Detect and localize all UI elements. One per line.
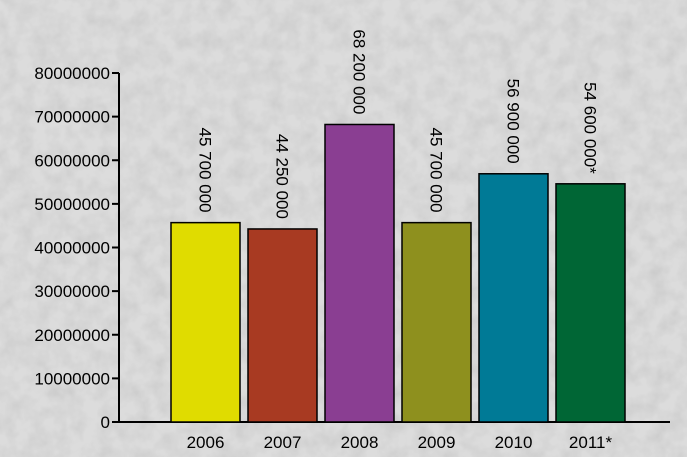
bar-2009 xyxy=(401,221,472,423)
value-label: 54 600 000* xyxy=(581,82,600,174)
bar-2008 xyxy=(324,123,395,423)
y-tick-labels-group: 0 10000000 20000000 30000000 40000000 5000000… xyxy=(34,64,110,432)
y-tick-label: 80000000 xyxy=(34,64,110,83)
x-tick-label: 2009 xyxy=(418,433,456,452)
x-tick-labels-group: 2006 2007 2008 2009 2010 2011* xyxy=(187,433,613,452)
bar-2011* xyxy=(555,183,626,423)
bars-group xyxy=(170,123,626,423)
value-labels-group: 45 700 000 44 250 000 68 200 000 45 700 000… xyxy=(196,29,600,219)
x-tick-label: 2006 xyxy=(187,433,225,452)
bar-2007 xyxy=(247,228,318,423)
x-tick-label: 2008 xyxy=(341,433,379,452)
y-tick-label: 20000000 xyxy=(34,326,110,345)
y-tick-label: 10000000 xyxy=(34,369,110,388)
y-tick-label: 60000000 xyxy=(34,151,110,170)
value-label: 45 700 000 xyxy=(427,128,446,213)
x-tick-label: 2010 xyxy=(495,433,533,452)
y-tick-label: 50000000 xyxy=(34,195,110,214)
value-label: 68 200 000 xyxy=(350,29,369,114)
y-tick-label: 30000000 xyxy=(34,282,110,301)
value-label: 56 900 000 xyxy=(504,79,523,164)
y-tick-label: 40000000 xyxy=(34,239,110,258)
x-tick-label: 2007 xyxy=(264,433,302,452)
y-tick-label: 70000000 xyxy=(34,108,110,127)
value-label: 45 700 000 xyxy=(196,128,215,213)
bar-2010 xyxy=(478,173,549,423)
bar-2006 xyxy=(170,221,241,423)
y-tick-label: 0 xyxy=(101,413,110,432)
x-tick-label: 2011* xyxy=(569,433,613,452)
value-label: 44 250 000 xyxy=(273,134,292,219)
